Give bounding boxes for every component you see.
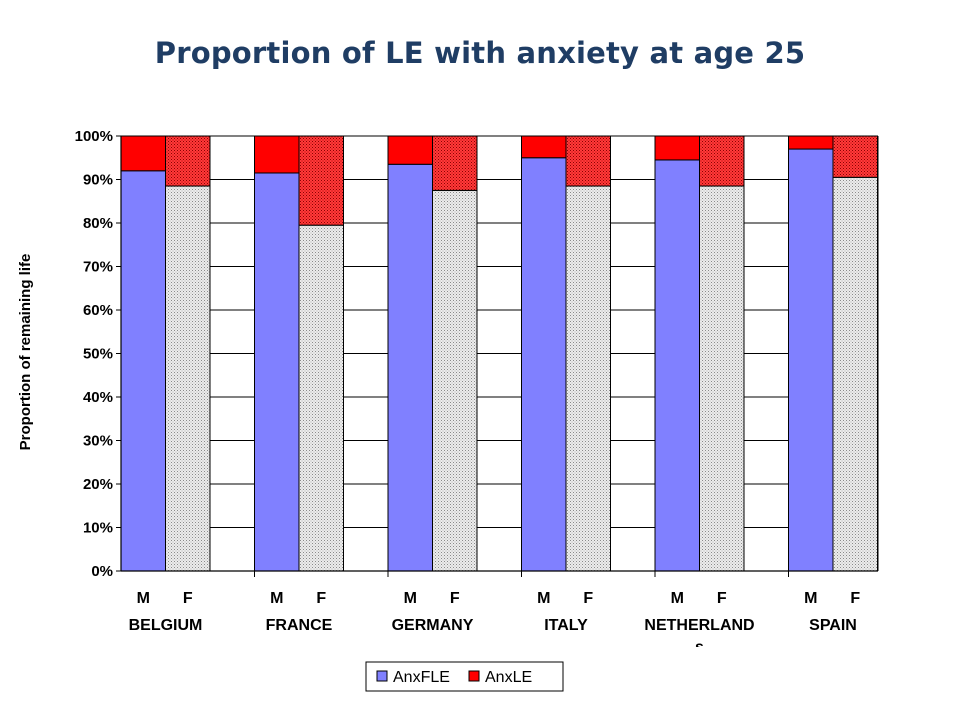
x-sub-label: M: [137, 590, 150, 607]
x-sub-label: F: [450, 590, 460, 607]
legend-box: [365, 661, 564, 692]
bar-anxfle-spain-m: [788, 148, 834, 572]
x-group-label-overflow: s: [695, 639, 704, 656]
legend: AnxFLE AnxLE: [365, 661, 564, 692]
x-sub-label: F: [717, 590, 727, 607]
x-group-label: FRANCE: [266, 617, 333, 634]
bar-anxfle-belgium-f: [165, 185, 211, 572]
x-sub-label: M: [671, 590, 684, 607]
bar-anxfle-italy-f: [565, 185, 611, 572]
y-tick-label: 70%: [83, 259, 113, 276]
legend-swatch-anxle: [468, 670, 480, 682]
bar-anxle-germany-m: [387, 135, 433, 165]
y-tick-label: 40%: [83, 389, 113, 406]
y-tick-label: 60%: [83, 302, 113, 319]
y-tick-label: 80%: [83, 215, 113, 232]
y-tick-label: 100%: [75, 128, 113, 145]
y-tick-labels: 0% 10% 20% 30% 40% 50% 60% 70% 80% 90% 100%: [75, 128, 113, 580]
bars: [120, 135, 878, 572]
bar-anxle-belgium-m: [120, 135, 166, 172]
bar-anxfle-netherland-f: [699, 185, 745, 572]
bar-anxle-netherland-m: [654, 135, 700, 161]
y-axis-label: Proportion of remaining life: [17, 254, 34, 451]
bar-anxle-netherland-f: [699, 135, 745, 187]
x-sub-label: F: [183, 590, 193, 607]
bar-anxfle-france-f: [298, 224, 344, 572]
axes: [116, 135, 879, 577]
y-tick-label: 50%: [83, 346, 113, 363]
x-sub-label: M: [804, 590, 817, 607]
bar-anxfle-france-m: [254, 172, 300, 572]
legend-label-anxfle: AnxFLE: [393, 669, 450, 686]
x-sub-label: F: [316, 590, 326, 607]
x-sub-label: M: [270, 590, 283, 607]
y-tick-label: 30%: [83, 433, 113, 450]
x-group-label: SPAIN: [809, 617, 857, 634]
chart-title: Proportion of LE with anxiety at age 25: [154, 36, 806, 70]
bar-anxle-france-m: [254, 135, 300, 174]
bar-anxle-italy-m: [521, 135, 567, 159]
bar-anxfle-netherland-m: [654, 159, 700, 572]
bar-anxfle-germany-m: [387, 163, 433, 572]
bar-anxle-italy-f: [565, 135, 611, 187]
bar-anxfle-germany-f: [432, 189, 478, 572]
bar-anxle-germany-f: [432, 135, 478, 191]
x-tick-labels: M F BELGIUM M F FRANCE M F GERMANY M F ITALY M F NETHE…: [129, 590, 861, 656]
x-sub-label: F: [583, 590, 593, 607]
x-group-label: BELGIUM: [129, 617, 203, 634]
x-sub-label: M: [537, 590, 550, 607]
y-tick-label: 20%: [83, 476, 113, 493]
bar-anxle-spain-m: [788, 135, 834, 150]
x-sub-label: F: [850, 590, 860, 607]
legend-swatch-anxfle: [376, 670, 388, 682]
gridlines: [121, 135, 878, 528]
x-group-label: NETHERLAND: [644, 617, 754, 634]
y-tick-label: 10%: [83, 520, 113, 537]
bar-anxle-belgium-f: [165, 135, 211, 187]
x-sub-label: M: [404, 590, 417, 607]
bar-anxfle-spain-f: [832, 176, 878, 572]
bar-anxfle-italy-m: [521, 157, 567, 572]
x-group-label: ITALY: [544, 617, 588, 634]
y-tick-label: 0%: [91, 563, 113, 580]
y-tick-label: 90%: [83, 172, 113, 189]
bar-anxfle-belgium-m: [120, 170, 166, 572]
bar-anxle-france-f: [298, 135, 344, 226]
x-group-label: GERMANY: [392, 617, 474, 634]
legend-label-anxle: AnxLE: [485, 669, 532, 686]
bar-anxle-spain-f: [832, 135, 878, 178]
